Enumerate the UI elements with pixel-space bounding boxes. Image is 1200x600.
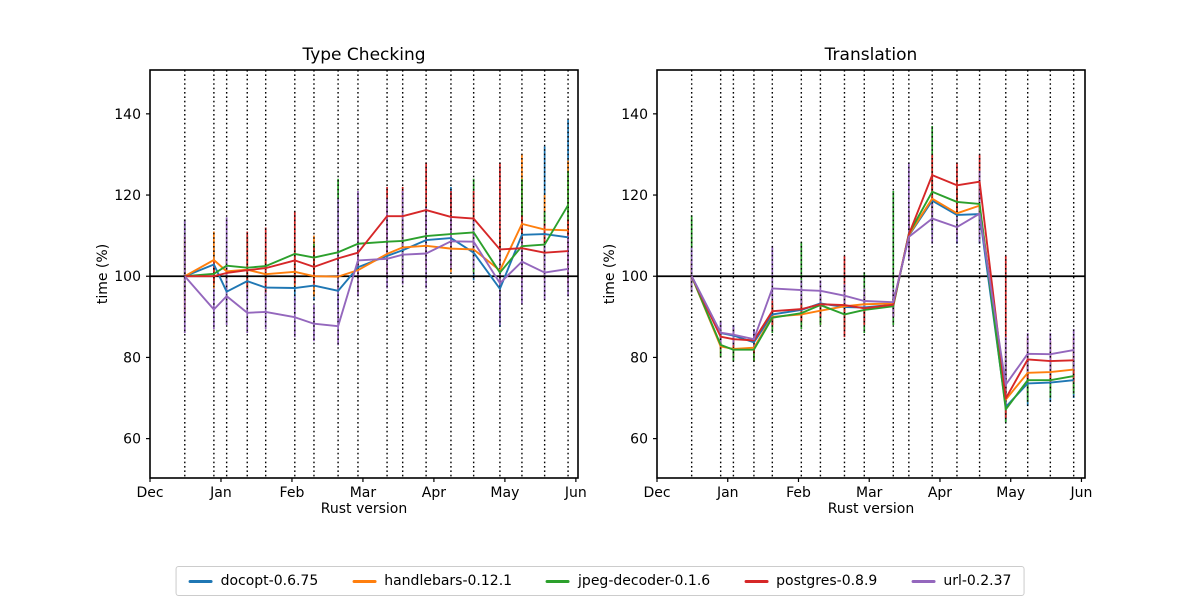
series-line-handlebars-0.12.1 [690, 197, 1074, 401]
y-tick-label: 140 [621, 107, 648, 123]
legend-line-swatch [546, 579, 571, 583]
legend-line-swatch [188, 579, 213, 583]
x-tick-label: Mar [350, 485, 377, 501]
legend-item-handlebars-0.12.1: handlebars-0.12.1 [352, 573, 512, 589]
type-checking-title: Type Checking [302, 45, 426, 65]
legend-item-docopt-0.6.75: docopt-0.6.75 [188, 573, 319, 589]
legend-label: postgres-0.8.9 [776, 573, 878, 589]
legend-label: jpeg-decoder-0.1.6 [578, 573, 711, 589]
series-line-jpeg-decoder-0.1.6 [690, 190, 1074, 411]
y-tick-label: 140 [114, 107, 141, 123]
y-tick-label: 120 [114, 188, 141, 204]
y-tick-label: 60 [630, 432, 648, 448]
legend-label: url-0.2.37 [943, 573, 1012, 589]
plot-border [149, 69, 579, 479]
chart-0: Dec Jan Feb Mar Apr May Jun 60 80 100 120 140 [114, 69, 587, 501]
type-checking-ylabel: time (%) [95, 243, 111, 305]
series-line-url-0.2.37 [690, 212, 1074, 386]
y-tick-label: 100 [621, 269, 648, 285]
x-tick-label: Jan [716, 485, 739, 501]
y-tick-label: 80 [630, 350, 648, 366]
series-line-jpeg-decoder-0.1.6 [184, 204, 569, 278]
y-tick-label: 80 [123, 350, 141, 366]
legend-line-swatch [744, 579, 769, 583]
x-tick-label: Dec [136, 485, 163, 501]
x-tick-label: Jun [1070, 485, 1093, 501]
y-tick-label: 100 [114, 269, 141, 285]
legend: docopt-0.6.75 handlebars-0.12.1 jpeg-decod… [175, 566, 1025, 596]
x-tick-label: Jan [209, 485, 232, 501]
legend-item-jpeg-decoder-0.1.6: jpeg-decoder-0.1.6 [546, 573, 710, 589]
translation-title: Translation [824, 45, 918, 65]
x-tick-label: May [490, 485, 519, 501]
legend-line-swatch [911, 579, 936, 583]
x-tick-label: Mar [856, 485, 883, 501]
x-tick-label: Feb [786, 485, 811, 501]
x-tick-label: Apr [928, 485, 952, 501]
x-tick-label: Feb [280, 485, 305, 501]
type-checking-xlabel: Rust version [320, 501, 408, 517]
series-line-url-0.2.37 [184, 240, 569, 328]
legend-item-postgres-0.8.9: postgres-0.8.9 [744, 573, 877, 589]
series-line-postgres-0.8.9 [690, 174, 1074, 400]
translation-xlabel: Rust version [827, 501, 915, 517]
series-line-handlebars-0.12.1 [184, 222, 569, 278]
legend-line-swatch [352, 579, 377, 583]
plot-border [656, 69, 1086, 479]
legend-label: docopt-0.6.75 [220, 573, 319, 589]
x-tick-label: Jun [564, 485, 587, 501]
chart-1: Dec Jan Feb Mar Apr May Jun 60 80 100 120 140 [621, 69, 1093, 501]
x-tick-label: May [996, 485, 1025, 501]
legend-item-url-0.2.37: url-0.2.37 [911, 573, 1011, 589]
x-tick-label: Dec [643, 485, 670, 501]
legend-label: handlebars-0.12.1 [384, 573, 513, 589]
y-tick-label: 120 [621, 188, 648, 204]
series-line-postgres-0.8.9 [184, 209, 569, 278]
translation-ylabel: time (%) [602, 243, 618, 305]
x-tick-label: Apr [422, 485, 446, 501]
y-tick-label: 60 [123, 432, 141, 448]
